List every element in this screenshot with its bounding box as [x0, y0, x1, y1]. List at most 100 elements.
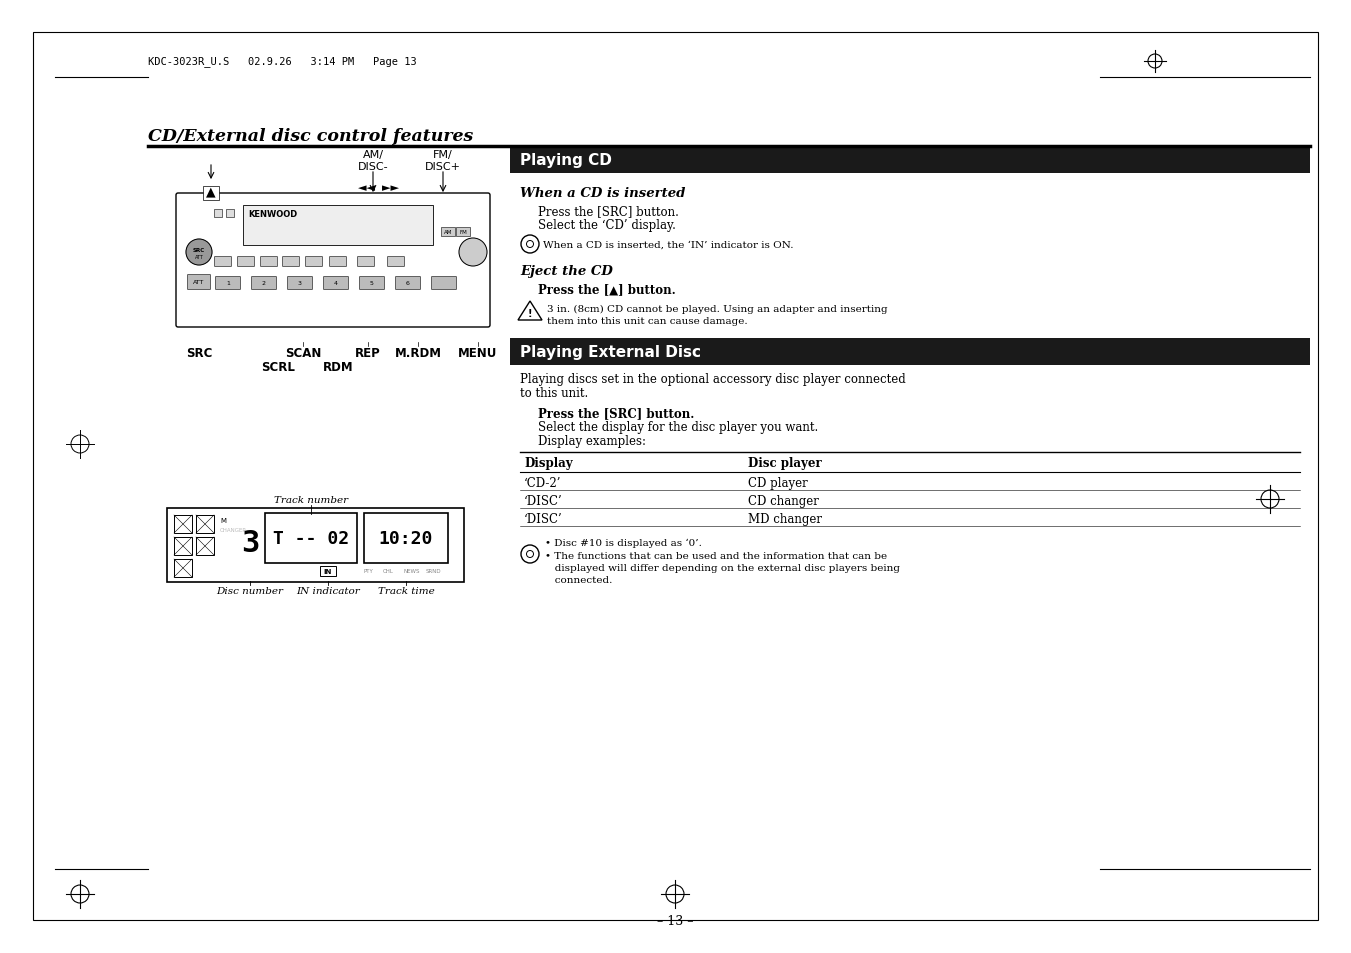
- Text: 1: 1: [226, 281, 230, 286]
- Text: CHL: CHL: [382, 569, 394, 574]
- FancyBboxPatch shape: [509, 338, 1310, 366]
- Text: Track time: Track time: [378, 586, 435, 596]
- Text: ‘DISC’: ‘DISC’: [524, 495, 563, 507]
- Text: Press the [SRC] button.: Press the [SRC] button.: [538, 407, 694, 419]
- Text: M: M: [220, 517, 226, 523]
- Text: DISC-: DISC-: [358, 162, 388, 172]
- Text: CD/External disc control features: CD/External disc control features: [149, 128, 473, 145]
- Text: MD changer: MD changer: [748, 513, 821, 525]
- Text: Disc player: Disc player: [748, 456, 821, 470]
- Text: SRC: SRC: [186, 347, 212, 359]
- Text: SRC: SRC: [193, 247, 205, 253]
- Text: ▲: ▲: [207, 185, 216, 198]
- FancyBboxPatch shape: [265, 514, 357, 563]
- Text: PTY: PTY: [363, 569, 373, 574]
- Text: Playing External Disc: Playing External Disc: [520, 345, 701, 359]
- Text: 3: 3: [240, 529, 259, 558]
- Circle shape: [186, 240, 212, 266]
- Text: SCRL: SCRL: [261, 360, 295, 374]
- Text: connected.: connected.: [544, 576, 612, 584]
- Text: • Disc #10 is displayed as ‘0’.: • Disc #10 is displayed as ‘0’.: [544, 538, 703, 548]
- Text: M.RDM: M.RDM: [394, 347, 442, 359]
- Text: • The functions that can be used and the information that can be: • The functions that can be used and the…: [544, 552, 888, 560]
- Text: SRND: SRND: [426, 569, 442, 574]
- Text: 3: 3: [299, 281, 303, 286]
- Text: 3 in. (8cm) CD cannot be played. Using an adapter and inserting: 3 in. (8cm) CD cannot be played. Using a…: [547, 305, 888, 314]
- FancyBboxPatch shape: [174, 559, 192, 578]
- FancyBboxPatch shape: [323, 277, 349, 291]
- FancyBboxPatch shape: [363, 514, 449, 563]
- FancyBboxPatch shape: [261, 257, 277, 267]
- FancyBboxPatch shape: [305, 257, 323, 267]
- Circle shape: [459, 239, 486, 267]
- Text: 2: 2: [262, 281, 266, 286]
- FancyBboxPatch shape: [216, 277, 240, 291]
- Text: FM: FM: [459, 230, 467, 234]
- Text: NEWS: NEWS: [403, 569, 420, 574]
- Text: AM: AM: [444, 230, 453, 234]
- Text: Playing discs set in the optional accessory disc player connected: Playing discs set in the optional access…: [520, 373, 905, 386]
- Text: to this unit.: to this unit.: [520, 387, 588, 399]
- FancyBboxPatch shape: [251, 277, 277, 291]
- FancyBboxPatch shape: [330, 257, 346, 267]
- Text: 4: 4: [334, 281, 338, 286]
- Text: SCAN: SCAN: [285, 347, 322, 359]
- Text: 5: 5: [370, 281, 374, 286]
- FancyBboxPatch shape: [243, 206, 434, 246]
- Text: CHANGER: CHANGER: [220, 527, 247, 533]
- Text: When a CD is inserted, the ‘IN’ indicator is ON.: When a CD is inserted, the ‘IN’ indicato…: [543, 240, 793, 250]
- FancyBboxPatch shape: [168, 509, 463, 582]
- Text: Press the [▲] button.: Press the [▲] button.: [538, 283, 676, 295]
- FancyBboxPatch shape: [431, 277, 457, 291]
- FancyBboxPatch shape: [226, 210, 234, 218]
- Text: displayed will differ depending on the external disc players being: displayed will differ depending on the e…: [544, 563, 900, 573]
- Text: KDC-3023R_U.S   02.9.26   3:14 PM   Page 13: KDC-3023R_U.S 02.9.26 3:14 PM Page 13: [149, 56, 416, 68]
- Text: Display: Display: [524, 456, 573, 470]
- Text: AM/: AM/: [362, 150, 384, 160]
- Text: them into this unit can cause damage.: them into this unit can cause damage.: [547, 316, 747, 326]
- FancyBboxPatch shape: [213, 210, 222, 218]
- Text: CD changer: CD changer: [748, 495, 819, 507]
- Text: When a CD is inserted: When a CD is inserted: [520, 187, 685, 200]
- FancyBboxPatch shape: [396, 277, 420, 291]
- Text: 10:20: 10:20: [378, 530, 434, 547]
- FancyBboxPatch shape: [388, 257, 404, 267]
- Text: CD player: CD player: [748, 476, 808, 490]
- FancyBboxPatch shape: [359, 277, 385, 291]
- FancyBboxPatch shape: [440, 228, 455, 236]
- Text: Playing CD: Playing CD: [520, 152, 612, 168]
- FancyBboxPatch shape: [188, 275, 211, 291]
- FancyBboxPatch shape: [457, 228, 470, 236]
- Text: Press the [SRC] button.: Press the [SRC] button.: [538, 205, 678, 218]
- FancyBboxPatch shape: [32, 33, 1319, 920]
- Text: KENWOOD: KENWOOD: [249, 210, 297, 219]
- Text: Disc number: Disc number: [216, 586, 284, 596]
- FancyBboxPatch shape: [358, 257, 374, 267]
- Text: ATT: ATT: [195, 255, 204, 260]
- Text: T -- 02: T -- 02: [273, 530, 349, 547]
- Text: REP: REP: [355, 347, 381, 359]
- Text: IN: IN: [324, 568, 332, 575]
- Text: Select the ‘CD’ display.: Select the ‘CD’ display.: [538, 219, 676, 232]
- FancyBboxPatch shape: [282, 257, 300, 267]
- Text: – 13 –: – 13 –: [657, 914, 693, 927]
- Text: Display examples:: Display examples:: [538, 435, 646, 448]
- FancyBboxPatch shape: [174, 516, 192, 534]
- Text: ‘DISC’: ‘DISC’: [524, 513, 563, 525]
- FancyBboxPatch shape: [174, 537, 192, 556]
- Text: ATT: ATT: [193, 280, 205, 285]
- FancyBboxPatch shape: [320, 566, 336, 577]
- Text: MENU: MENU: [458, 347, 497, 359]
- Text: Track number: Track number: [274, 496, 349, 504]
- Text: RDM: RDM: [323, 360, 354, 374]
- FancyBboxPatch shape: [176, 193, 490, 328]
- Text: DISC+: DISC+: [426, 162, 461, 172]
- Text: 6: 6: [407, 281, 409, 286]
- FancyBboxPatch shape: [509, 147, 1310, 173]
- FancyBboxPatch shape: [238, 257, 254, 267]
- Text: ‘CD-2’: ‘CD-2’: [524, 476, 562, 490]
- Polygon shape: [517, 302, 542, 320]
- FancyBboxPatch shape: [215, 257, 231, 267]
- FancyBboxPatch shape: [196, 537, 213, 556]
- Text: ◄◄  ►►: ◄◄ ►►: [358, 183, 399, 193]
